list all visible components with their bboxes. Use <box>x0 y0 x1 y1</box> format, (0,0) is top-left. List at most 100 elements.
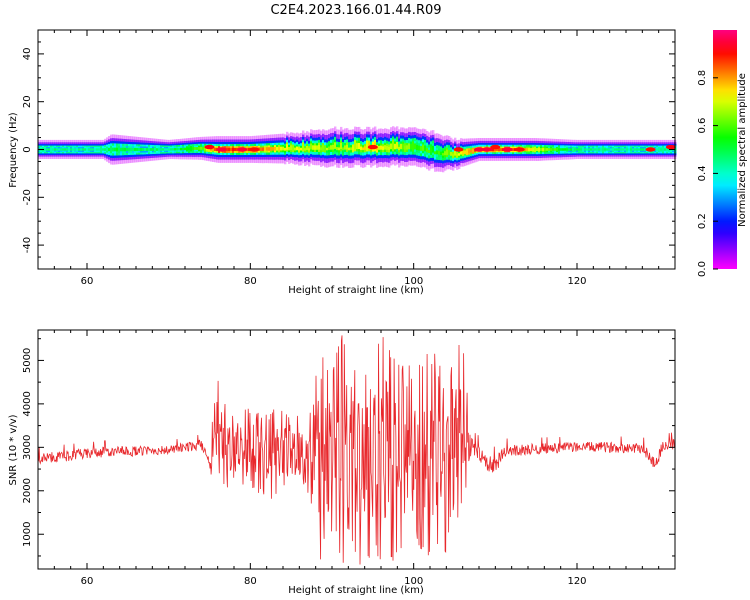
x-tick-label: 120 <box>567 576 586 587</box>
spectrogram-cell <box>56 148 59 151</box>
colorbar-tick-label: 0.0 <box>697 261 708 277</box>
spectrogram-hotspot <box>665 144 676 150</box>
spectrogram-cell <box>102 148 105 151</box>
spectrogram-cell <box>152 148 155 151</box>
spectrogram-cell <box>454 150 457 156</box>
spectrogram-cell <box>302 144 305 150</box>
spectrogram-cell <box>178 147 181 151</box>
spectrogram-cell <box>58 148 61 151</box>
y-tick-label: 5000 <box>22 348 33 373</box>
spectrogram-cell <box>408 143 411 150</box>
spectrogram-cell <box>266 147 269 151</box>
spectrogram-cell <box>98 148 101 151</box>
spectrogram-cell <box>46 148 49 151</box>
spectrogram-hotspot <box>514 147 525 152</box>
spectrogram-hotspot <box>645 147 656 152</box>
spectrogram-cell <box>154 148 157 151</box>
spectrogram-cell <box>278 146 281 151</box>
spectrogram-cell <box>666 148 669 151</box>
spectrogram-cell <box>116 147 119 152</box>
spectrogram-cell <box>324 147 327 151</box>
spectrogram-cell <box>174 148 177 151</box>
y-tick-label: 3000 <box>22 435 33 460</box>
spectrogram-cell <box>348 147 351 151</box>
spectrogram-cell <box>610 148 613 151</box>
spectrogram-cell <box>384 145 387 150</box>
spectrogram-cell <box>90 148 93 151</box>
spectrogram-cell <box>260 147 263 151</box>
spectrogram-cell <box>144 148 147 151</box>
spectrogram-cell <box>392 141 395 149</box>
spectrogram-cell <box>582 148 585 151</box>
spectrogram-cell <box>180 147 183 151</box>
spectrogram-cell <box>136 147 139 152</box>
spectrogram-cell <box>364 146 367 150</box>
spectrogram-cell <box>312 145 315 150</box>
spectrogram-cell <box>412 143 415 150</box>
spectrogram-cell <box>358 143 361 149</box>
x-tick-label: 100 <box>404 576 423 587</box>
spectrogram-cell <box>76 148 79 151</box>
spectrogram-cell <box>288 147 291 151</box>
spectrogram-cell <box>572 148 575 151</box>
spectrogram-cell <box>150 148 153 151</box>
x-tick-label: 80 <box>244 276 257 287</box>
spectrogram-cell <box>630 148 633 151</box>
spectrogram-cell <box>606 148 609 151</box>
spectrogram-cell <box>614 148 617 151</box>
figure-title: C2E4.2023.166.01.44.R09 <box>270 3 441 18</box>
spectrogram-cell <box>376 147 379 151</box>
spectrogram-cell <box>292 146 295 151</box>
spectrogram-cell <box>170 148 173 151</box>
colorbar-tick-label: 0.4 <box>697 165 708 181</box>
y-tick-label: 1000 <box>22 522 33 547</box>
x-tick-label: 60 <box>81 276 94 287</box>
spectrogram-cell <box>140 148 143 152</box>
spectrogram-cell <box>568 148 571 151</box>
spectrogram-cell <box>512 148 515 151</box>
snr-panel: 60 80 100 120 1000 2000 3000 4000 5000 Height of… <box>8 329 676 596</box>
spectrogram-cell <box>616 148 619 151</box>
spectrogram-cell <box>186 147 189 151</box>
spectrogram-cell <box>602 148 605 151</box>
spectrogram-cell <box>68 148 71 151</box>
colorbar-tick-label: 0.8 <box>697 70 708 86</box>
spectrogram-cell <box>146 148 149 151</box>
spectrogram-cell <box>418 145 421 151</box>
spectrogram-cell <box>366 142 369 149</box>
spectrogram-cell <box>592 148 595 151</box>
spectrogram-cell <box>494 148 497 151</box>
spectrogram-cell <box>414 143 417 150</box>
spectrogram-cell <box>556 148 559 151</box>
spectrogram-cell <box>104 148 107 151</box>
spectrogram-cell <box>656 148 659 151</box>
spectrogram-cell <box>498 148 501 151</box>
spectrogram-cell <box>330 145 333 150</box>
spectrogram-cell <box>636 148 639 151</box>
spectrogram-cell <box>84 148 87 151</box>
spectrogram-cell <box>462 150 465 155</box>
spectrogram-cell <box>638 148 641 151</box>
spectrogram-cell <box>434 151 437 155</box>
spectrogram-hotspot <box>216 147 227 152</box>
spectrogram-cell <box>66 148 69 151</box>
spectrogram-cell <box>438 150 441 155</box>
spectrogram-cell <box>122 147 125 152</box>
spectrogram-cell <box>62 148 65 151</box>
spectrogram-cell <box>388 146 391 150</box>
spectrogram-cell <box>608 148 611 151</box>
spectrogram-cell <box>134 147 137 152</box>
spectrogram-cell <box>92 148 95 151</box>
spectrogram-ticks: 60 80 100 120 -40 -20 0 20 40 <box>22 29 676 287</box>
spectrogram-cell <box>78 148 81 151</box>
spectrogram-cell <box>428 149 431 153</box>
spectrogram-cell <box>236 147 239 152</box>
spectrogram-x-label: Height of straight line (km) <box>288 285 424 296</box>
spectrogram-cell <box>394 143 397 150</box>
spectrogram-cell <box>326 147 329 151</box>
spectrogram-cell <box>268 147 271 151</box>
spectrogram-cell <box>542 148 545 151</box>
colorbar-tick-label: 0.2 <box>697 213 708 229</box>
spectrogram-cell <box>380 145 383 150</box>
spectrogram-cell <box>272 147 275 151</box>
